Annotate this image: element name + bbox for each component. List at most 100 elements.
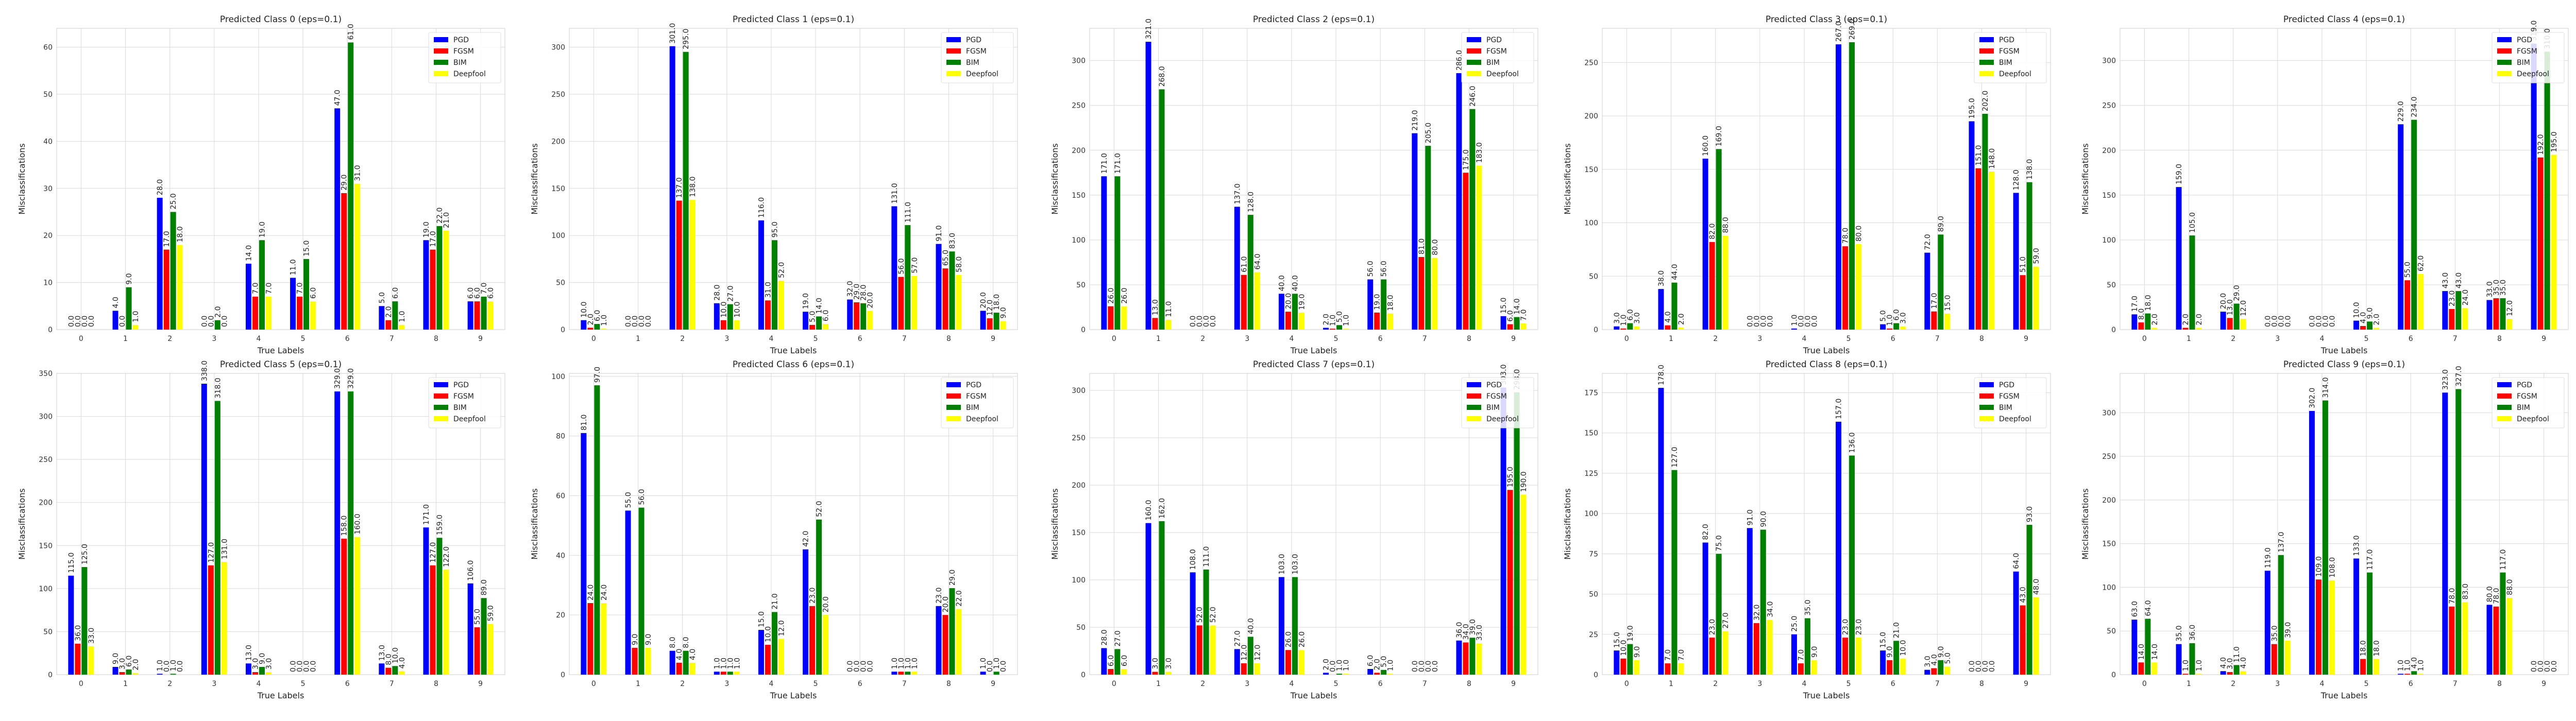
data-label: 64.0 xyxy=(1253,253,1262,269)
bar-pgd xyxy=(1969,121,1975,330)
data-label: 171.0 xyxy=(422,504,431,525)
data-label: 0.0 xyxy=(1988,661,1996,672)
bar-pgd xyxy=(1323,328,1329,330)
data-label: 1.0 xyxy=(904,658,912,669)
x-tick-label: 4 xyxy=(769,680,773,688)
data-label: 6.0 xyxy=(310,287,318,299)
plot-frame xyxy=(2120,373,2569,675)
data-label: 20.0 xyxy=(979,292,988,308)
x-tick-label: 3 xyxy=(1245,680,1249,688)
x-tick-label: 1 xyxy=(123,335,128,343)
bar-fgsm xyxy=(1975,168,1981,330)
data-label: 39.0 xyxy=(2284,622,2292,638)
legend-swatch-deepfool xyxy=(2497,71,2512,76)
data-label: 195.0 xyxy=(2550,131,2558,152)
data-label: 31.0 xyxy=(354,165,362,181)
x-tick-label: 9 xyxy=(2024,335,2028,343)
data-label: 10.0 xyxy=(1620,640,1628,656)
x-tick-label: 6 xyxy=(2409,335,2413,343)
bar-bim xyxy=(860,303,867,330)
y-tick-label: 300 xyxy=(551,44,565,52)
x-tick-label: 7 xyxy=(2453,335,2458,343)
data-label: 43.0 xyxy=(2019,587,2027,603)
data-label: 109.0 xyxy=(2315,556,2323,577)
bar-bim xyxy=(392,301,398,330)
data-label: 0.0 xyxy=(867,661,875,672)
data-label: 1.0 xyxy=(1886,315,1894,326)
data-label: 27.0 xyxy=(1233,630,1242,646)
data-label: 0.0 xyxy=(1759,316,1768,327)
bar-fgsm xyxy=(1753,623,1759,675)
data-label: 6.0 xyxy=(594,310,602,321)
bar-bim xyxy=(2500,298,2506,330)
bar-fgsm xyxy=(1241,274,1247,330)
y-tick-label: 0 xyxy=(561,671,565,679)
bar-bim xyxy=(1203,569,1209,675)
data-label: 56.0 xyxy=(1367,261,1375,277)
data-label: 137.0 xyxy=(1233,183,1242,204)
data-label: 35.0 xyxy=(1804,599,1812,615)
data-label: 27.0 xyxy=(726,285,735,301)
data-label: 195.0 xyxy=(1968,98,1976,118)
bar-deepfool xyxy=(2033,266,2039,330)
data-label: 202.0 xyxy=(1981,91,1990,111)
data-label: 0.0 xyxy=(860,661,868,672)
data-label: 21.0 xyxy=(443,212,451,228)
data-label: 111.0 xyxy=(1202,546,1211,567)
data-label: 190.0 xyxy=(1520,471,1528,492)
data-label: 302.0 xyxy=(2308,388,2316,408)
data-label: 18.0 xyxy=(176,226,184,242)
bar-fgsm xyxy=(2360,659,2366,675)
x-axis-label: True Labels xyxy=(2320,691,2368,700)
bar-deepfool xyxy=(1678,327,1684,330)
x-axis-label: True Labels xyxy=(1290,346,1337,355)
data-label: 10.0 xyxy=(392,647,400,663)
legend-swatch-pgd xyxy=(2497,382,2512,387)
x-tick-label: 6 xyxy=(1378,335,1383,343)
bar-fgsm xyxy=(1620,658,1626,675)
data-label: 103.0 xyxy=(1291,554,1299,574)
bar-bim xyxy=(727,672,733,675)
data-label: 2.0 xyxy=(1374,659,1382,670)
bar-fgsm xyxy=(252,672,258,675)
plot-frame xyxy=(2120,28,2569,330)
bar-bim xyxy=(2145,313,2151,330)
data-label: 59.0 xyxy=(487,605,495,621)
y-tick-label: 200 xyxy=(1072,482,1086,490)
bar-pgd xyxy=(891,206,897,330)
data-label: 62.0 xyxy=(2417,255,2426,271)
data-label: 3.0 xyxy=(1151,658,1160,669)
bar-pgd xyxy=(1702,542,1708,675)
data-label: 20.0 xyxy=(2219,293,2228,309)
data-label: 229.0 xyxy=(2397,101,2405,122)
legend-swatch-fgsm xyxy=(1979,393,1994,399)
data-label: 7.0 xyxy=(296,283,304,294)
x-tick-label: 2 xyxy=(1713,335,1718,343)
bar-bim xyxy=(1425,146,1431,330)
bar-deepfool xyxy=(823,324,829,330)
data-label: 2.0 xyxy=(214,306,222,317)
legend: PGD FGSM BIM Deepfool xyxy=(941,32,1014,83)
data-label: 5.0 xyxy=(1336,311,1344,322)
x-axis-label: True Labels xyxy=(1290,691,1337,700)
data-label: 269.0 xyxy=(1849,19,1857,40)
data-label: 3.0 xyxy=(1633,313,1641,324)
bar-bim xyxy=(1804,618,1810,675)
x-tick-label: 7 xyxy=(902,335,907,343)
data-label: 64.0 xyxy=(2144,600,2153,616)
bar-fgsm xyxy=(163,249,170,330)
bar-pgd xyxy=(2442,392,2448,675)
bar-deepfool xyxy=(1387,313,1394,330)
bar-bim xyxy=(2233,665,2240,675)
y-tick-label: 25 xyxy=(1589,631,1598,639)
y-tick-label: 0 xyxy=(1594,326,1598,334)
data-label: 36.0 xyxy=(2189,625,2197,641)
bar-pgd xyxy=(1323,673,1329,675)
data-label: 0.0 xyxy=(74,316,82,327)
data-label: 44.0 xyxy=(1671,264,1679,280)
bar-deepfool xyxy=(867,311,873,330)
bar-deepfool xyxy=(1298,650,1304,675)
data-label: 138.0 xyxy=(2026,159,2034,180)
data-label: 6.0 xyxy=(392,287,400,299)
data-label: 9.0 xyxy=(258,653,266,664)
